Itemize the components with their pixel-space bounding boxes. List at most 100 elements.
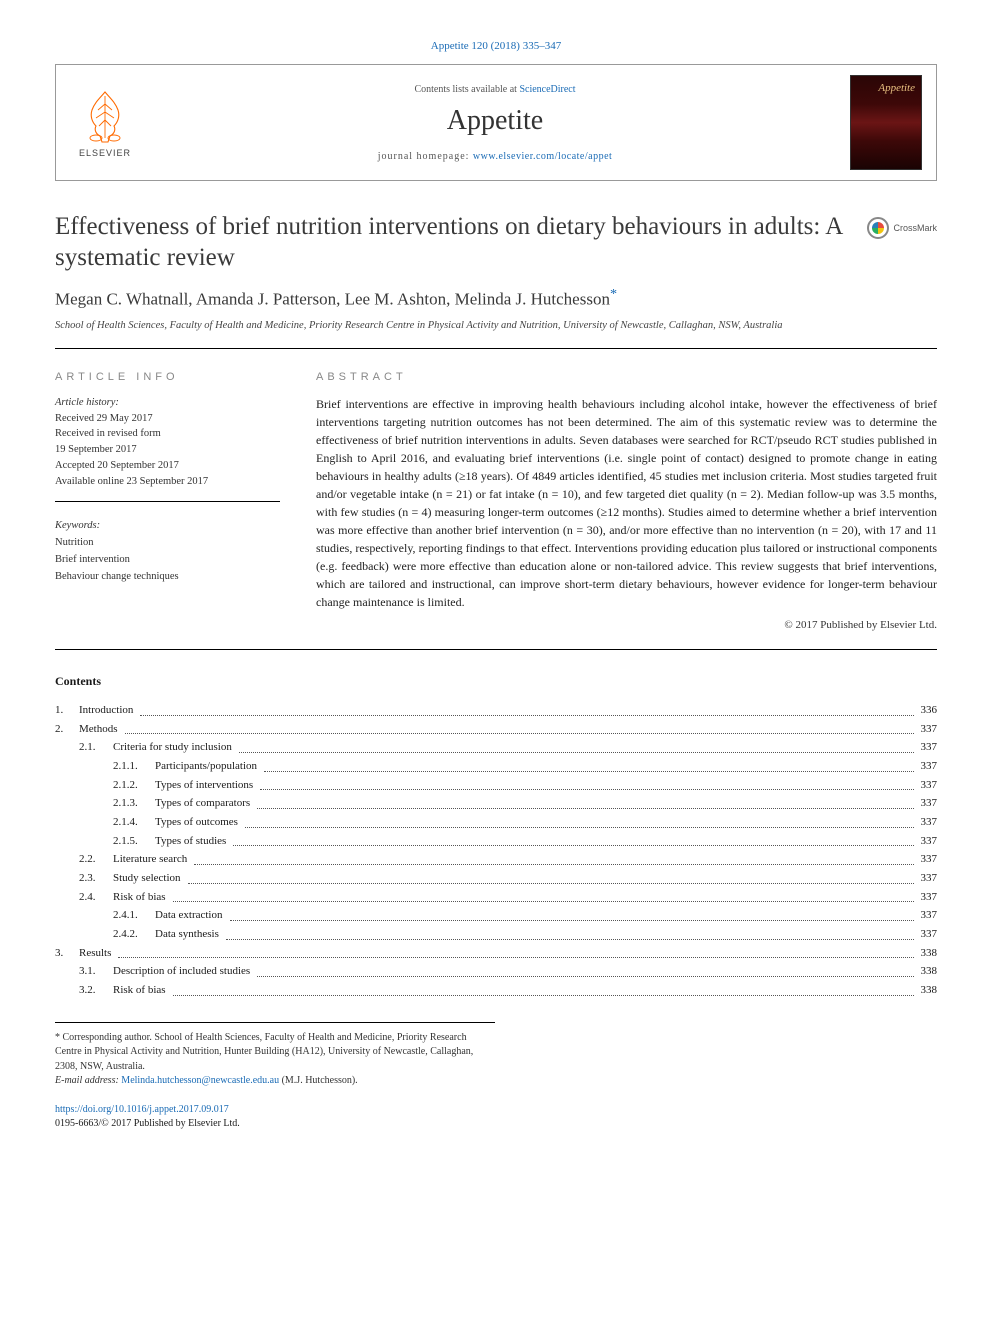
toc-label: Types of interventions [155, 776, 257, 795]
toc-label: Risk of bias [113, 981, 170, 1000]
toc-number: 2.1.1. [113, 757, 155, 776]
toc-page: 337 [917, 738, 938, 757]
toc-number: 2.1.3. [113, 794, 155, 813]
toc-row[interactable]: 2.1.3.Types of comparators 337 [55, 794, 937, 813]
toc-row[interactable]: 2.1.2.Types of interventions 337 [55, 776, 937, 795]
header-center: Contents lists available at ScienceDirec… [140, 84, 850, 162]
toc-leader-dots [245, 813, 914, 828]
toc-leader-dots [257, 962, 913, 977]
toc-row[interactable]: 2.1.Criteria for study inclusion 337 [55, 738, 937, 757]
crossmark-icon [867, 217, 889, 239]
toc-row[interactable]: 2.4.1.Data extraction 337 [55, 906, 937, 925]
toc-page: 337 [917, 906, 938, 925]
homepage-prefix: journal homepage: [378, 151, 473, 162]
toc-number: 2.3. [79, 869, 113, 888]
history-accepted: Accepted 20 September 2017 [55, 458, 280, 474]
email-label: E-mail address: [55, 1075, 121, 1086]
email-line: E-mail address: Melinda.hutchesson@newca… [55, 1074, 495, 1089]
affiliation: School of Health Sciences, Faculty of He… [55, 319, 937, 334]
toc-row[interactable]: 2.Methods 337 [55, 720, 937, 739]
toc-page: 337 [917, 757, 938, 776]
crossmark-badge[interactable]: CrossMark [867, 217, 937, 239]
toc-row[interactable]: 2.4.Risk of bias 337 [55, 888, 937, 907]
toc-label: Types of comparators [155, 794, 254, 813]
keywords-label: Keywords: [55, 518, 280, 535]
toc-leader-dots [173, 981, 914, 996]
toc-page: 337 [917, 832, 938, 851]
toc-label: Literature search [113, 850, 191, 869]
journal-homepage-link[interactable]: www.elsevier.com/locate/appet [473, 151, 612, 162]
toc-row[interactable]: 2.2.Literature search 337 [55, 850, 937, 869]
footnote-marker: * [55, 1032, 60, 1043]
toc-row[interactable]: 2.1.1.Participants/population 337 [55, 757, 937, 776]
toc-row[interactable]: 2.4.2.Data synthesis 337 [55, 925, 937, 944]
footnotes: * Corresponding author. School of Health… [55, 1022, 495, 1089]
toc-number: 1. [55, 701, 79, 720]
toc-page: 337 [917, 925, 938, 944]
article-title: Effectiveness of brief nutrition interve… [55, 211, 851, 274]
crossmark-label: CrossMark [893, 223, 937, 233]
article-info-column: article info Article history: Received 2… [55, 371, 280, 631]
toc-label: Data synthesis [155, 925, 223, 944]
toc-page: 338 [917, 944, 938, 963]
toc-row[interactable]: 3.2.Risk of bias 338 [55, 981, 937, 1000]
toc-row[interactable]: 1.Introduction 336 [55, 701, 937, 720]
toc-label: Criteria for study inclusion [113, 738, 236, 757]
toc-leader-dots [194, 850, 913, 865]
elsevier-tree-icon [78, 88, 132, 146]
corresponding-author-note: * Corresponding author. School of Health… [55, 1031, 495, 1075]
toc-number: 2.1.5. [113, 832, 155, 851]
toc-leader-dots [118, 944, 913, 959]
toc-row[interactable]: 2.1.5.Types of studies 337 [55, 832, 937, 851]
elsevier-logo: ELSEVIER [70, 83, 140, 163]
article-info-heading: article info [55, 371, 280, 383]
toc-page: 337 [917, 869, 938, 888]
toc-label: Results [79, 944, 115, 963]
abstract-copyright: © 2017 Published by Elsevier Ltd. [316, 619, 937, 631]
toc-page: 337 [917, 850, 938, 869]
toc-number: 2.4.1. [113, 906, 155, 925]
history-revised-1: Received in revised form [55, 426, 280, 442]
toc-number: 3.1. [79, 962, 113, 981]
email-suffix: (M.J. Hutchesson). [279, 1075, 358, 1086]
toc-number: 2.1. [79, 738, 113, 757]
toc-page: 337 [917, 794, 938, 813]
elsevier-label: ELSEVIER [79, 148, 131, 158]
doi-block: https://doi.org/10.1016/j.appet.2017.09.… [55, 1103, 937, 1131]
keyword-item: Behaviour change techniques [55, 569, 280, 586]
journal-name: Appetite [140, 105, 850, 137]
history-received: Received 29 May 2017 [55, 411, 280, 427]
keyword-item: Nutrition [55, 535, 280, 552]
toc-row[interactable]: 3.1.Description of included studies 338 [55, 962, 937, 981]
toc-leader-dots [188, 869, 914, 884]
toc-label: Types of studies [155, 832, 230, 851]
keywords-block: Keywords: NutritionBrief interventionBeh… [55, 518, 280, 585]
authors-text: Megan C. Whatnall, Amanda J. Patterson, … [55, 289, 610, 308]
toc-page: 337 [917, 888, 938, 907]
abstract-text: Brief interventions are effective in imp… [316, 395, 937, 611]
contents-prefix: Contents lists available at [414, 84, 519, 95]
abstract-column: abstract Brief interventions are effecti… [316, 371, 937, 631]
contents-lists-line: Contents lists available at ScienceDirec… [140, 84, 850, 95]
contents-heading: Contents [55, 674, 937, 689]
toc-row[interactable]: 2.3.Study selection 337 [55, 869, 937, 888]
toc-number: 3.2. [79, 981, 113, 1000]
toc-leader-dots [239, 738, 914, 753]
email-link[interactable]: Melinda.hutchesson@newcastle.edu.au [121, 1075, 279, 1086]
toc-label: Types of outcomes [155, 813, 242, 832]
toc-row[interactable]: 3.Results 338 [55, 944, 937, 963]
toc-row[interactable]: 2.1.4.Types of outcomes 337 [55, 813, 937, 832]
rule-bottom [55, 649, 937, 650]
toc-label: Introduction [79, 701, 137, 720]
article-history: Article history: Received 29 May 2017 Re… [55, 395, 280, 503]
toc-number: 3. [55, 944, 79, 963]
toc-leader-dots [226, 925, 914, 940]
sciencedirect-link[interactable]: ScienceDirect [519, 84, 575, 95]
journal-homepage-line: journal homepage: www.elsevier.com/locat… [140, 151, 850, 162]
toc-label: Data extraction [155, 906, 227, 925]
toc-label: Study selection [113, 869, 185, 888]
toc-leader-dots [230, 906, 914, 921]
authors-line: Megan C. Whatnall, Amanda J. Patterson, … [55, 286, 937, 310]
doi-link[interactable]: https://doi.org/10.1016/j.appet.2017.09.… [55, 1104, 229, 1115]
toc-number: 2.2. [79, 850, 113, 869]
